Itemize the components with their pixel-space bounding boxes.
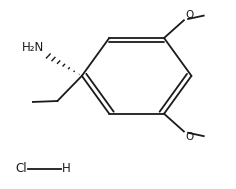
Text: H₂N: H₂N [22, 40, 45, 53]
Text: H: H [62, 163, 71, 176]
Text: O: O [185, 132, 193, 142]
Text: Cl: Cl [15, 163, 27, 176]
Text: O: O [185, 10, 193, 20]
